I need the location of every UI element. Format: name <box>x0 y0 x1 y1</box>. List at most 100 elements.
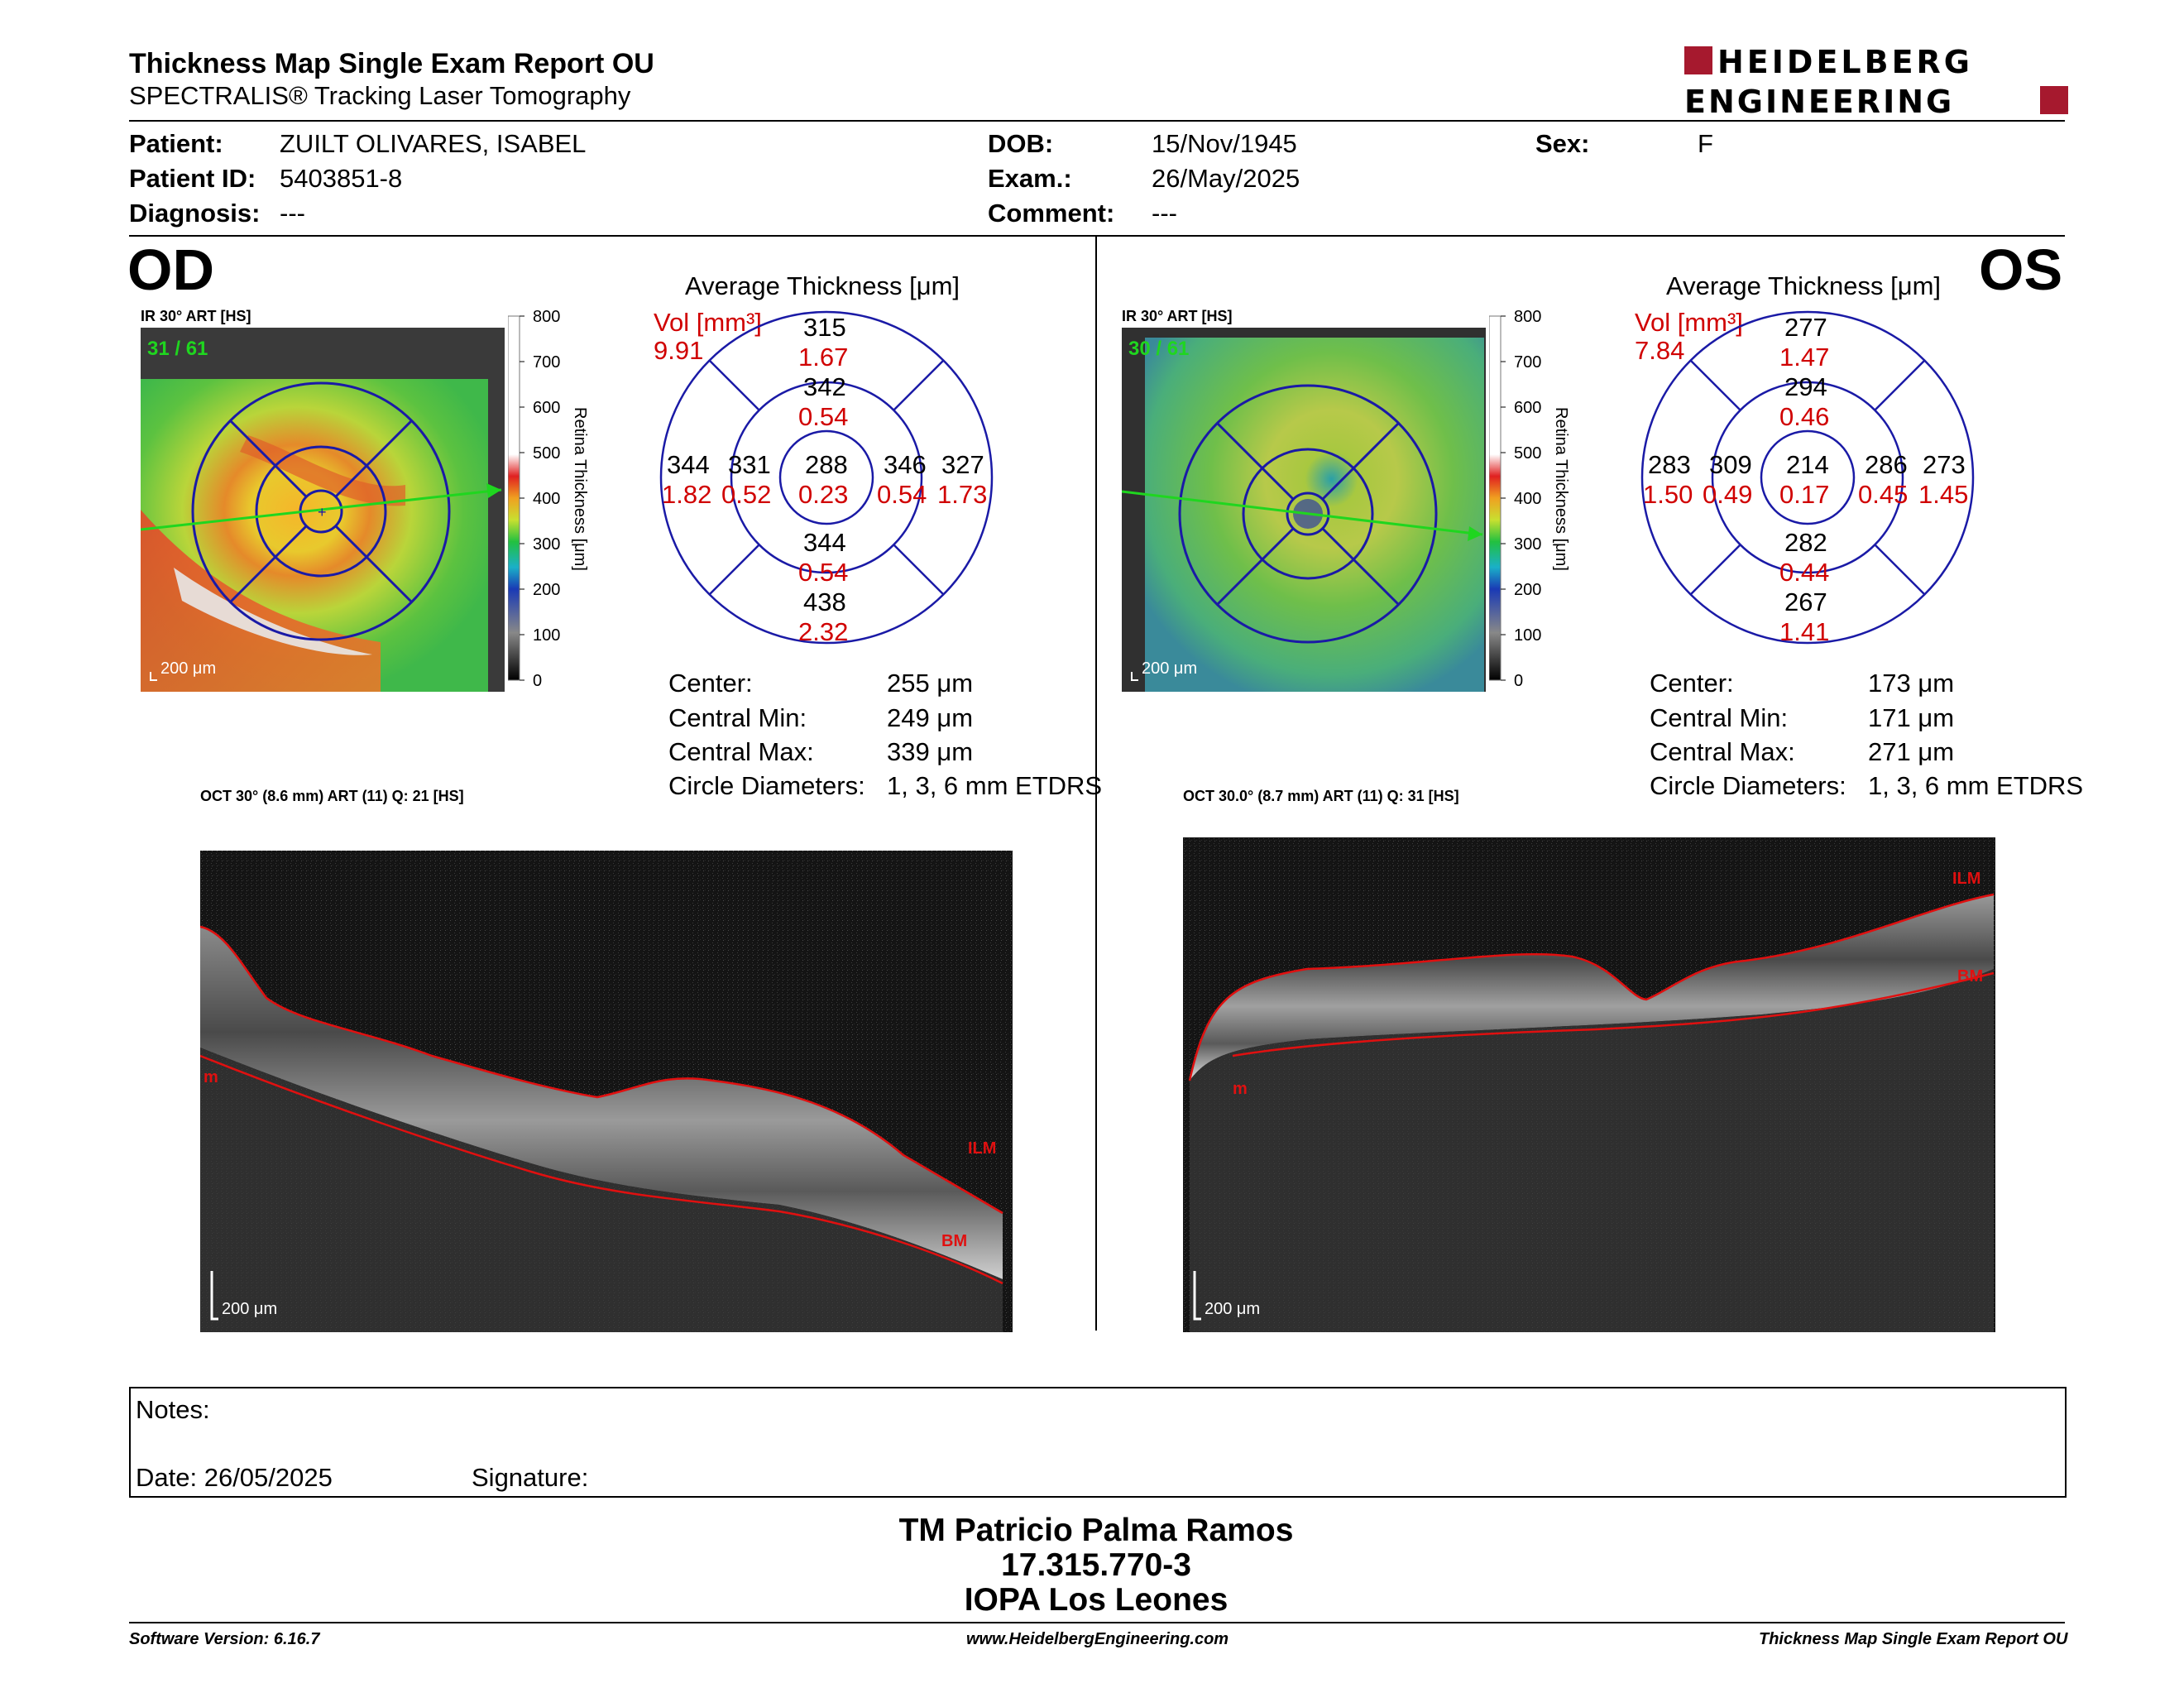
software-version: Software Version: 6.16.7 <box>129 1630 320 1648</box>
os-outer-inf-vol: 1.41 <box>1779 617 1830 646</box>
dob-value: 15/Nov/1945 <box>1152 129 1297 158</box>
os-cb-tick-600: 600 <box>1514 399 1542 417</box>
patient-name: ZUILT OLIVARES, ISABEL <box>280 129 587 158</box>
od-rm-label: m <box>204 1068 218 1086</box>
os-outer-sup-vol: 1.47 <box>1779 343 1830 372</box>
od-oct-scan: ILM BM m 200 μm <box>200 808 1013 1332</box>
od-central-min-label: Central Min: <box>668 703 807 732</box>
os-outer-temp-vol: 1.50 <box>1643 480 1693 509</box>
od-cb-label: Retina Thickness [μm] <box>571 407 589 571</box>
od-colorbar <box>507 314 582 695</box>
os-center-thk: 214 <box>1786 450 1829 479</box>
os-outer-nas-thk: 273 <box>1923 450 1966 479</box>
os-cb-tick-400: 400 <box>1514 490 1542 508</box>
od-vol-label: Vol [mm³] <box>654 308 762 337</box>
os-inner-inf-vol: 0.44 <box>1779 558 1830 587</box>
od-cb-tick-700: 700 <box>533 353 561 372</box>
od-cb-tick-800: 800 <box>533 308 561 326</box>
os-oct-scan: ILM BM m 200 μm <box>1183 808 1995 1332</box>
report-subtitle: SPECTRALIS® Tracking Laser Tomography <box>129 81 631 110</box>
signer-institution: IOPA Los Leones <box>964 1582 1228 1618</box>
os-inner-sup-vol: 0.46 <box>1779 402 1830 431</box>
os-cb-tick-500: 500 <box>1514 444 1542 463</box>
os-center-vol: 0.17 <box>1779 480 1830 509</box>
od-circle-diam-label: Circle Diameters: <box>668 771 865 800</box>
os-cb-tick-700: 700 <box>1514 353 1542 372</box>
exam-value: 26/May/2025 <box>1152 164 1300 193</box>
notes-box[interactable] <box>129 1387 2067 1498</box>
od-outer-temp-thk: 344 <box>667 450 710 479</box>
od-central-max-value: 339 μm <box>887 737 974 766</box>
od-vol-value: 9.91 <box>654 336 704 365</box>
os-cb-tick-200: 200 <box>1514 581 1542 599</box>
os-colorbar <box>1488 314 1564 695</box>
patient-id-label: Patient ID: <box>129 164 256 193</box>
eye-divider <box>1095 237 1097 1331</box>
od-inner-inf-vol: 0.54 <box>798 558 849 587</box>
os-ilm-label: ILM <box>1952 870 1980 888</box>
od-fundus-label: IR 30° ART [HS] <box>141 308 251 324</box>
footer-divider <box>129 1622 2065 1623</box>
heidelberg-logo: HEIDELBERG ENGINEERING <box>1684 44 2068 120</box>
od-center-value: 255 μm <box>887 669 974 698</box>
os-outer-sup-thk: 277 <box>1784 313 1827 342</box>
od-outer-sup-thk: 315 <box>803 313 846 342</box>
os-fundus-label: IR 30° ART [HS] <box>1122 308 1233 324</box>
signer-name: TM Patricio Palma Ramos <box>898 1513 1294 1548</box>
od-frame-counter: 31 / 61 <box>147 338 208 360</box>
os-etdrs-grid <box>1638 308 1977 647</box>
logo-line2: ENGINEERING <box>1684 84 1954 117</box>
os-central-min-value: 171 μm <box>1868 703 1955 732</box>
od-cb-tick-0: 0 <box>533 672 543 690</box>
os-rm-label: m <box>1233 1080 1248 1098</box>
os-inner-nas-thk: 286 <box>1865 450 1908 479</box>
os-vol-value: 7.84 <box>1635 336 1685 365</box>
os-oct-label: OCT 30.0° (8.7 mm) ART (11) Q: 31 [HS] <box>1183 788 1459 804</box>
os-outer-inf-thk: 267 <box>1784 587 1827 616</box>
od-bm-label: BM <box>941 1232 967 1250</box>
od-fundus-scale: 200 μm <box>160 659 216 678</box>
os-outer-temp-thk: 283 <box>1648 450 1691 479</box>
od-oct-scale: 200 μm <box>222 1300 277 1318</box>
os-inner-temp-thk: 309 <box>1709 450 1752 479</box>
sex-value: F <box>1698 129 1713 158</box>
os-cb-tick-800: 800 <box>1514 308 1542 326</box>
od-center-label: Center: <box>668 669 753 698</box>
os-inner-nas-vol: 0.45 <box>1858 480 1909 509</box>
os-vol-label: Vol [mm³] <box>1635 308 1743 337</box>
patient-id: 5403851-8 <box>280 164 403 193</box>
od-etdrs-grid <box>657 308 996 647</box>
od-outer-nas-thk: 327 <box>941 450 984 479</box>
od-outer-nas-vol: 1.73 <box>937 480 988 509</box>
os-inner-sup-thk: 294 <box>1784 372 1827 401</box>
od-central-max-label: Central Max: <box>668 737 814 766</box>
exam-label: Exam.: <box>988 164 1072 193</box>
od-cb-tick-200: 200 <box>533 581 561 599</box>
od-outer-sup-vol: 1.67 <box>798 343 849 372</box>
os-cb-label: Retina Thickness [μm] <box>1552 407 1570 571</box>
os-center-label: Center: <box>1650 669 1734 698</box>
od-ilm-label: ILM <box>968 1139 996 1158</box>
od-inner-sup-vol: 0.54 <box>798 402 849 431</box>
comment-label: Comment: <box>988 199 1115 228</box>
patient-divider <box>129 235 2065 237</box>
os-circle-diam-label: Circle Diameters: <box>1650 771 1846 800</box>
od-central-min-value: 249 μm <box>887 703 974 732</box>
od-inner-inf-thk: 344 <box>803 528 846 557</box>
od-outer-inf-vol: 2.32 <box>798 617 849 646</box>
os-central-min-label: Central Min: <box>1650 703 1789 732</box>
patient-label: Patient: <box>129 129 223 158</box>
od-cb-tick-500: 500 <box>533 444 561 463</box>
notes-label: Notes: <box>136 1395 210 1424</box>
od-eye-label: OD <box>127 237 214 302</box>
diagnosis-label: Diagnosis: <box>129 199 261 228</box>
od-center-thk: 288 <box>805 450 848 479</box>
od-cb-tick-100: 100 <box>533 626 561 645</box>
od-inner-temp-thk: 331 <box>728 450 771 479</box>
website-link[interactable]: www.HeidelbergEngineering.com <box>966 1630 1229 1648</box>
os-central-max-label: Central Max: <box>1650 737 1795 766</box>
od-oct-label: OCT 30° (8.6 mm) ART (11) Q: 21 [HS] <box>200 788 464 804</box>
os-cb-tick-0: 0 <box>1514 672 1524 690</box>
os-avg-title: Average Thickness [μm] <box>1666 271 1942 300</box>
os-inner-temp-vol: 0.49 <box>1703 480 1753 509</box>
